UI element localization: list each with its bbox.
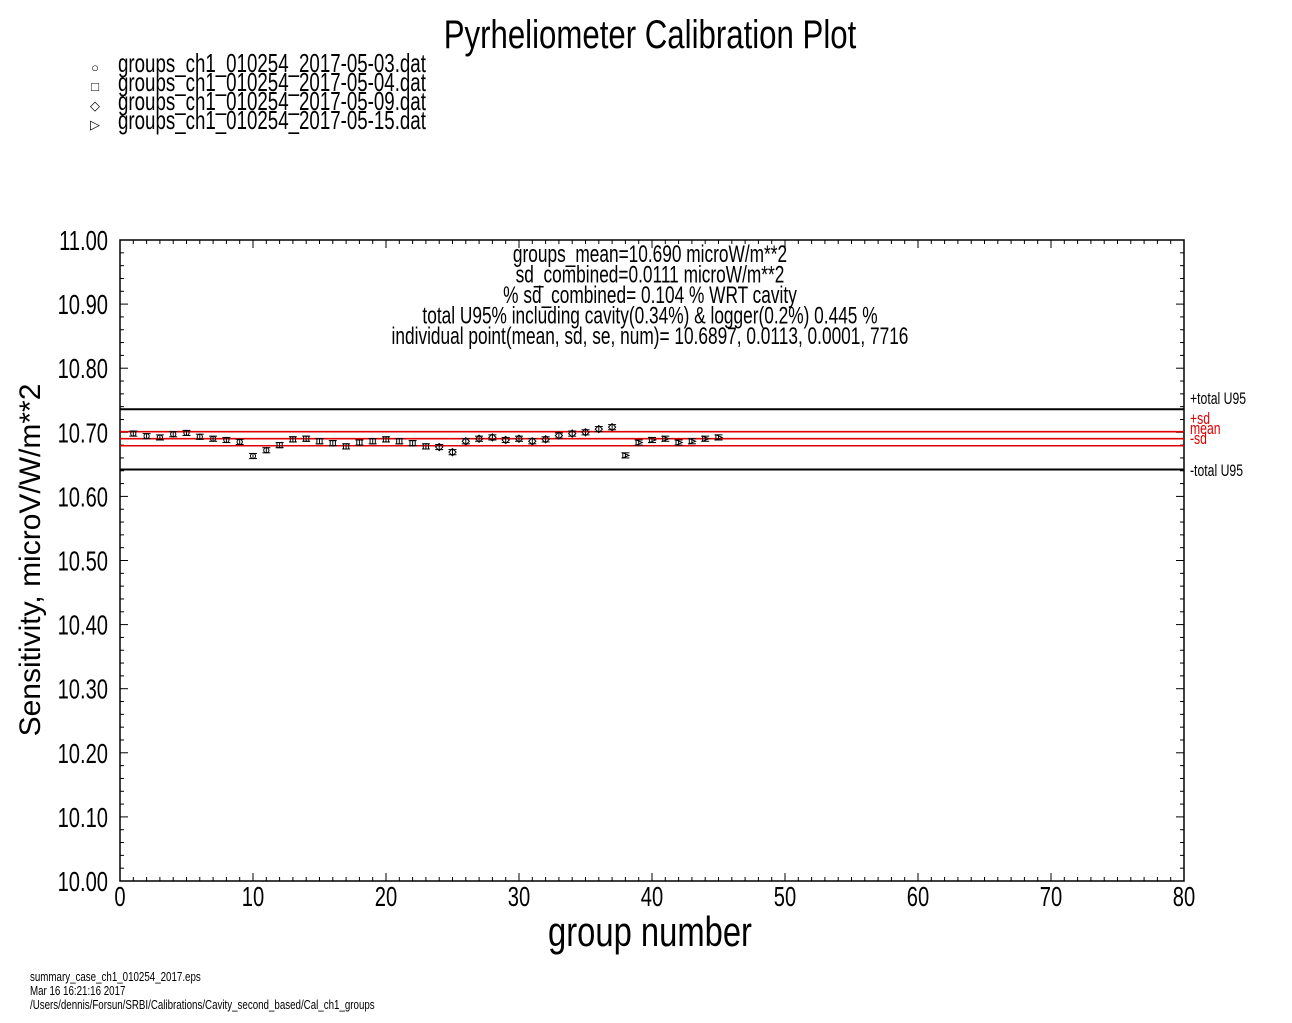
legend-entry: groups_ch1_010254_2017-05-09.dat: [118, 86, 427, 116]
data-point: [289, 436, 296, 443]
x-tick-label: 30: [508, 882, 530, 913]
data-point: [369, 438, 376, 445]
footer-timestamp: Mar 16 16:21:16 2017: [30, 983, 126, 998]
data-point: [675, 439, 684, 446]
data-point: [501, 435, 511, 445]
data-point: [343, 443, 350, 450]
annotation-line: sd_combined=0.0111 microW/m**2: [516, 262, 785, 288]
x-axis: 0 10 20 30 40 50 60 70 80: [114, 240, 1195, 913]
y-tick-label: 10.50: [58, 546, 108, 577]
y-axis: 10.00 10.10 10.20 10.30 10.40 10.50 10.60 10.70…: [58, 226, 1184, 898]
legend-marker-square: □: [91, 79, 99, 94]
data-point: [396, 438, 403, 445]
data-point: [581, 427, 590, 437]
data-point: [715, 434, 724, 441]
data-point: [303, 435, 310, 442]
annotation-line: total U95% including cavity(0.34%) & log…: [422, 303, 877, 329]
data-point: [541, 435, 550, 444]
y-axis-label: Sensitivity, microV/W/m**2: [14, 384, 47, 737]
data-point: [196, 433, 203, 440]
x-axis-label: group number: [548, 908, 752, 955]
chart-title: Pyrheliometer Calibration Plot: [444, 12, 857, 57]
annotation-line: % sd_combined= 0.104 % WRT cavity: [503, 282, 797, 308]
data-point: [554, 431, 564, 440]
x-tick-label: 0: [114, 882, 125, 913]
data-point: [276, 442, 283, 449]
legend-marker-circle: ○: [91, 60, 99, 75]
legend-marker-triangle: ▷: [90, 117, 100, 132]
y-tick-label: 10.20: [58, 739, 108, 770]
data-point: [223, 436, 230, 444]
data-point: [236, 438, 243, 446]
x-tick-label: 50: [774, 882, 796, 913]
data-point: [156, 434, 163, 441]
data-point: [635, 439, 644, 446]
data-point: [356, 439, 363, 446]
data-point: [622, 452, 631, 459]
data-point: [702, 435, 711, 443]
data-point: [422, 443, 429, 450]
data-point: [474, 434, 484, 444]
data-point: [434, 442, 444, 452]
x-tick-label: 20: [375, 882, 397, 913]
footer-filename: summary_case_ch1_010254_2017.eps: [30, 969, 201, 984]
data-point: [329, 440, 336, 447]
data-point: [527, 436, 537, 446]
legend: ○ groups_ch1_010254_2017-05-03.dat □ groups…: [90, 48, 427, 135]
data-point: [170, 431, 177, 438]
y-tick-label: 10.60: [58, 482, 108, 513]
data-point: [143, 433, 150, 440]
y-tick-label: 11.00: [59, 226, 108, 257]
data-point: [249, 452, 257, 460]
data-point: [514, 434, 524, 444]
data-point: [488, 433, 497, 442]
data-point: [662, 435, 671, 443]
annotation-line: groups_mean=10.690 microW/m**2: [513, 241, 787, 267]
data-point: [594, 424, 604, 434]
annotation-block: groups_mean=10.690 microW/m**2sd_combine…: [392, 241, 909, 349]
x-tick-label: 80: [1173, 882, 1195, 913]
x-tick-label: 70: [1040, 882, 1062, 913]
data-point: [183, 429, 190, 437]
data-points: [129, 422, 724, 460]
annotation-line: individual point(mean, sd, se, num)= 10.…: [392, 323, 909, 349]
legend-marker-diamond: ◇: [90, 98, 100, 113]
y-tick-label: 10.90: [58, 290, 108, 321]
y-tick-label: 10.10: [58, 803, 108, 834]
reference-label: mean: [1190, 420, 1221, 438]
data-point: [461, 436, 471, 446]
reference-label: +sd: [1190, 410, 1210, 428]
y-tick-label: 10.00: [58, 867, 108, 898]
data-point: [648, 436, 657, 444]
data-point: [567, 429, 577, 438]
y-tick-label: 10.80: [58, 354, 108, 385]
footer-path: /Users/dennis/Forsun/SRBI/Calibrations/C…: [30, 997, 375, 1012]
reference-label: +total U95: [1190, 390, 1246, 408]
reference-label: -total U95: [1190, 462, 1243, 480]
data-point: [316, 438, 323, 445]
data-point: [263, 447, 270, 454]
y-tick-label: 10.30: [58, 675, 108, 706]
y-tick-label: 10.70: [58, 418, 108, 449]
legend-entry: groups_ch1_010254_2017-05-15.dat: [118, 105, 427, 135]
data-point: [688, 437, 697, 445]
data-point: [382, 436, 390, 443]
y-tick-label: 10.40: [58, 610, 108, 641]
x-tick-label: 10: [242, 882, 264, 913]
data-point: [409, 440, 416, 447]
x-tick-label: 60: [907, 882, 929, 913]
legend-entry: groups_ch1_010254_2017-05-03.dat: [118, 48, 427, 78]
data-point: [210, 435, 217, 442]
reference-label: -sd: [1190, 430, 1207, 448]
data-point: [448, 447, 457, 457]
data-point: [130, 430, 137, 437]
x-tick-label: 40: [641, 882, 663, 913]
data-point: [607, 422, 617, 432]
legend-entry: groups_ch1_010254_2017-05-04.dat: [118, 67, 427, 97]
